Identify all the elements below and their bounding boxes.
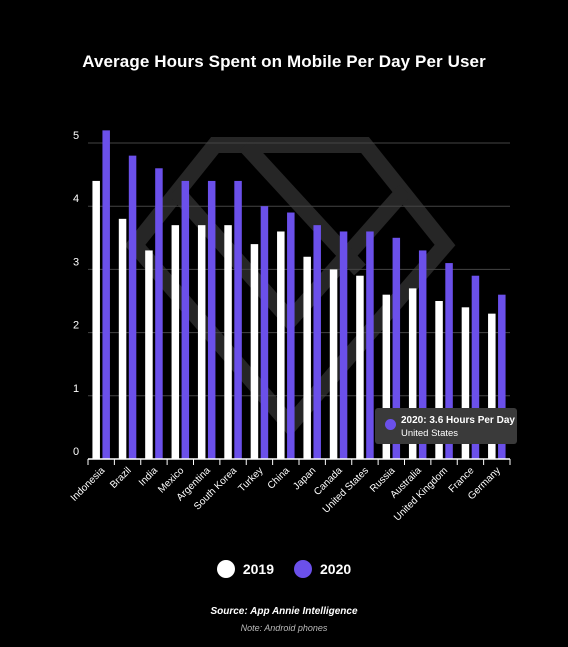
x-category-label: Turkey [236, 465, 265, 494]
bar-2019-mexico[interactable] [171, 225, 180, 459]
y-tick-label: 4 [73, 193, 79, 205]
x-axis-labels: Indonesia Brazil IndiaMexicoArgentinaSouth… [69, 465, 503, 523]
bar-2019-united-kingdom[interactable] [435, 301, 443, 459]
chart-title: Average Hours Spent on Mobile Per Day Pe… [82, 52, 486, 71]
bar-2020-indonesia[interactable] [102, 130, 110, 460]
x-category-label: Brazil [108, 465, 133, 490]
bar-2020-united-states[interactable] [366, 231, 374, 459]
tooltip-title: 2020: 3.6 Hours Per Day [401, 415, 515, 426]
bar-2019-brazil[interactable] [118, 218, 127, 459]
bar-2020-india[interactable] [155, 168, 163, 459]
bar-2020-argentina[interactable] [207, 180, 216, 460]
y-tick-label: 3 [73, 256, 79, 268]
bar-2019-china[interactable] [277, 231, 285, 459]
bar-2019-france[interactable] [461, 307, 470, 459]
y-axis: 0 1 2 3 4 5 [73, 130, 79, 458]
bar-2020-brazil[interactable] [128, 155, 137, 459]
tooltip-subtitle: United States [401, 428, 459, 439]
bar-2019-russia[interactable] [382, 294, 391, 459]
bar-2020-south-korea[interactable] [234, 180, 242, 460]
bar-2019-japan[interactable] [303, 256, 311, 459]
x-category-label: China [266, 465, 293, 492]
bar-2019-south-korea[interactable] [224, 225, 232, 459]
legend-item-2020[interactable]: 2020 [294, 560, 351, 578]
source-text: Source: App Annie Intelligence [210, 606, 358, 617]
bar-2020-australia[interactable] [418, 250, 427, 459]
legend-item-2019[interactable]: 2019 [216, 560, 274, 578]
bar-2020-united-kingdom[interactable] [445, 263, 453, 459]
bar-2019-germany[interactable] [488, 313, 496, 459]
chart-legend: 2019 2020 [0, 560, 568, 578]
bar-2019-united-states[interactable] [356, 275, 364, 459]
bar-tooltip: 2020: 3.6 Hours Per Day United States [375, 408, 517, 444]
y-tick-label: 2 [73, 320, 79, 332]
bar-2020-mexico[interactable] [181, 180, 190, 460]
x-category-label: Indonesia [69, 465, 108, 504]
bar-2020-canada[interactable] [339, 231, 348, 459]
legend-swatch-2020-icon [294, 560, 312, 578]
x-ticks [87, 459, 511, 465]
legend-label-2019: 2019 [242, 561, 274, 577]
bar-2020-russia[interactable] [392, 237, 401, 459]
bar-2019-canada[interactable] [329, 269, 338, 459]
bar-2019-india[interactable] [145, 250, 153, 459]
bars-layer [92, 130, 506, 460]
bar-2019-indonesia[interactable] [92, 180, 100, 460]
y-tick-label: 1 [73, 383, 79, 395]
legend-swatch-2019-icon [216, 560, 235, 578]
bar-2020-china[interactable] [287, 212, 295, 459]
bar-2020-germany[interactable] [498, 294, 506, 459]
bar-2019-turkey[interactable] [250, 244, 259, 459]
y-tick-label: 5 [73, 130, 79, 142]
bar-2020-turkey[interactable] [260, 206, 269, 459]
bar-2020-france[interactable] [471, 275, 480, 459]
legend-label-2020: 2020 [320, 561, 352, 577]
tooltip-series-dot-icon [385, 419, 396, 430]
note-text: Note: Android phones [240, 623, 328, 633]
x-category-label: India [137, 465, 160, 488]
bar-2019-australia[interactable] [408, 288, 417, 459]
bar-2019-argentina[interactable] [197, 225, 206, 459]
y-tick-label: 0 [73, 446, 79, 458]
bar-2020-japan[interactable] [313, 225, 321, 459]
